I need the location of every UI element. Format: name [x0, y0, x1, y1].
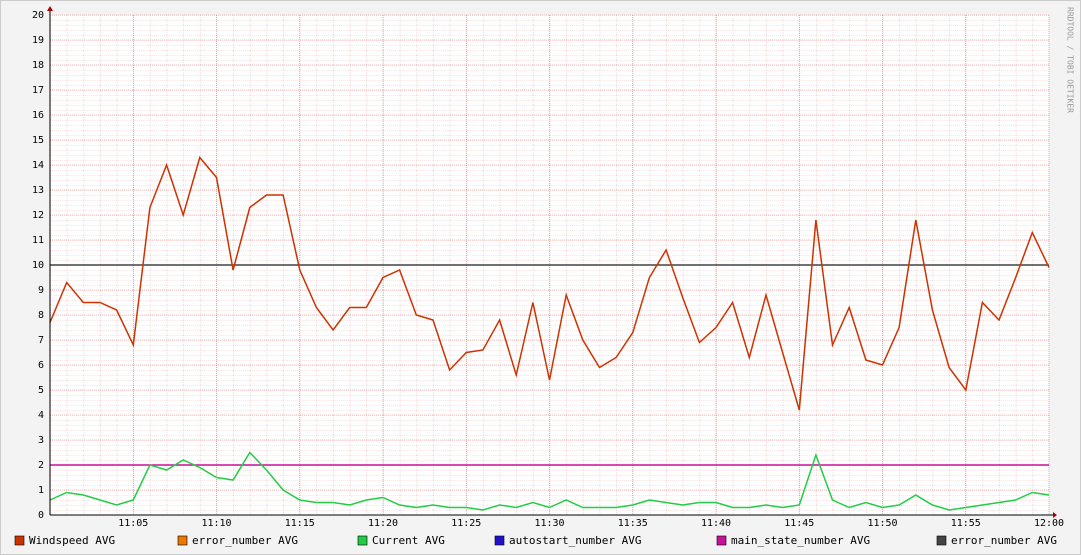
y-tick-label: 7	[38, 335, 44, 346]
y-tick-label: 9	[38, 285, 44, 296]
y-tick-label: 6	[38, 360, 44, 371]
y-tick-label: 11	[32, 235, 44, 246]
x-tick-label: 11:15	[285, 518, 315, 529]
x-tick-label: 11:20	[368, 518, 398, 529]
y-tick-label: 8	[38, 310, 44, 321]
y-tick-label: 15	[32, 135, 44, 146]
y-tick-label: 19	[32, 35, 44, 46]
legend-text: Windspeed AVG	[29, 534, 115, 547]
y-tick-label: 13	[32, 185, 44, 196]
y-tick-label: 14	[32, 160, 44, 171]
y-tick-label: 20	[32, 10, 44, 21]
x-tick-label: 11:35	[618, 518, 648, 529]
y-tick-label: 5	[38, 385, 44, 396]
legend-swatch	[716, 535, 727, 546]
y-tick-label: 1	[38, 485, 44, 496]
y-tick-label: 12	[32, 210, 44, 221]
legend-text: main_state_number AVG	[731, 534, 870, 547]
y-tick-label: 17	[32, 85, 44, 96]
y-tick-label: 10	[32, 260, 44, 271]
legend-swatch	[177, 535, 188, 546]
axes	[49, 11, 1053, 516]
x-tick-label: 11:25	[451, 518, 481, 529]
legend-swatch	[357, 535, 368, 546]
y-tick-label: 4	[38, 410, 44, 421]
legend-text: error_number AVG	[192, 534, 298, 547]
legend-swatch	[14, 535, 25, 546]
legend-text: error_number AVG	[951, 534, 1057, 547]
legend-text: autostart_number AVG	[509, 534, 641, 547]
legend-text: Current AVG	[372, 534, 445, 547]
y-tick-label: 3	[38, 435, 44, 446]
x-tick-label: 12:00	[1034, 518, 1064, 529]
x-tick-label: 11:50	[867, 518, 897, 529]
legend-swatch	[936, 535, 947, 546]
x-tick-label: 11:30	[534, 518, 564, 529]
watermark: RRDTOOL / TOBI OETIKER	[1066, 7, 1075, 113]
y-tick-label: 18	[32, 60, 44, 71]
x-tick-label: 11:45	[784, 518, 814, 529]
x-tick-label: 11:40	[701, 518, 731, 529]
x-tick-label: 11:05	[118, 518, 148, 529]
series-line	[49, 451, 1050, 511]
y-tick-label: 0	[38, 510, 44, 521]
x-tick-label: 11:10	[201, 518, 231, 529]
y-tick-label: 2	[38, 460, 44, 471]
legend-swatch	[494, 535, 505, 546]
x-tick-label: 11:55	[951, 518, 981, 529]
y-tick-label: 16	[32, 110, 44, 121]
series-line	[49, 155, 1050, 411]
